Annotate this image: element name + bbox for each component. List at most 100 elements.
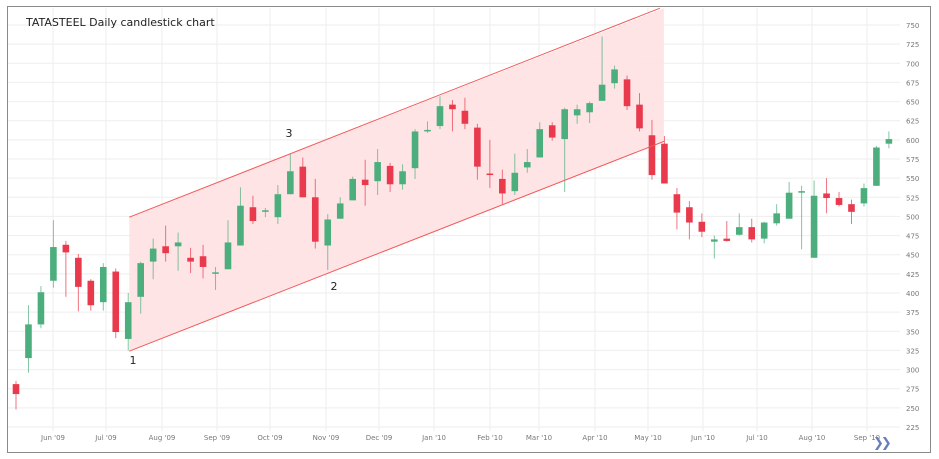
- candle-up: [25, 324, 32, 359]
- candle-up: [262, 210, 269, 212]
- x-tick-label: Jun '10: [690, 434, 715, 442]
- candle-down: [748, 227, 756, 240]
- candle-up: [424, 129, 431, 132]
- candle-down: [461, 110, 469, 124]
- x-tick-label: Jan '10: [421, 434, 446, 442]
- candle-up: [174, 242, 182, 247]
- y-tick-label: 250: [906, 405, 919, 413]
- candle-up: [149, 248, 157, 262]
- candle-down: [661, 143, 668, 184]
- annotation-label: 3: [286, 127, 293, 140]
- x-tick-label: Oct '09: [257, 434, 282, 442]
- y-tick-label: 500: [906, 213, 919, 221]
- x-tick-label: May '10: [634, 434, 662, 442]
- candle-up: [810, 195, 818, 258]
- candle-up: [336, 203, 344, 219]
- y-tick-label: 650: [906, 99, 919, 107]
- candle-up: [561, 109, 568, 140]
- candle-up: [274, 194, 282, 218]
- candle-up: [511, 172, 519, 192]
- y-tick-label: 225: [906, 424, 919, 432]
- candle-down: [299, 166, 307, 198]
- candle-down: [474, 127, 481, 167]
- candle-up: [324, 219, 332, 246]
- candle-down: [723, 238, 731, 241]
- x-tick-label: Sep '10: [854, 434, 880, 442]
- y-tick-label: 700: [906, 60, 919, 68]
- candle-down: [486, 173, 494, 176]
- candle-up: [798, 191, 805, 193]
- candle-down: [87, 280, 95, 306]
- candle-up: [287, 171, 294, 195]
- candle-up: [436, 106, 444, 127]
- candle-down: [673, 194, 681, 213]
- x-tick-label: Apr '10: [582, 434, 607, 442]
- x-tick-label: Feb '10: [477, 434, 502, 442]
- annotation-label: 1: [130, 354, 137, 367]
- candle-up: [573, 109, 581, 116]
- candle-down: [75, 257, 82, 287]
- candle-up: [411, 131, 419, 169]
- candle-down: [112, 271, 120, 333]
- channel-fill: [129, 8, 664, 352]
- candle-up: [785, 192, 793, 219]
- y-tick-label: 300: [906, 367, 919, 375]
- x-tick-label: Jul '10: [745, 434, 768, 442]
- candle-up: [237, 205, 244, 246]
- candle-up: [860, 188, 868, 204]
- x-tick-label: Aug '09: [149, 434, 176, 442]
- candle-down: [162, 246, 169, 254]
- candle-down: [187, 257, 194, 262]
- y-tick-label: 450: [906, 252, 919, 260]
- candle-up: [224, 242, 232, 270]
- y-tick-label: 400: [906, 290, 919, 298]
- candle-down: [311, 197, 319, 242]
- y-tick-label: 600: [906, 137, 919, 145]
- y-tick-label: 725: [906, 41, 919, 49]
- candle-down: [548, 125, 556, 138]
- candle-up: [760, 222, 768, 239]
- candle-up: [399, 171, 406, 185]
- chart-title: TATASTEEL Daily candlestick chart: [26, 16, 215, 29]
- candle-down: [823, 193, 830, 199]
- scroll-right-icon[interactable]: ❯❯: [873, 436, 892, 451]
- candle-down: [62, 244, 70, 253]
- candle-down: [698, 221, 706, 232]
- y-tick-label: 350: [906, 328, 919, 336]
- candle-up: [124, 302, 132, 339]
- x-tick-label: Jul '09: [94, 434, 117, 442]
- candle-down: [499, 178, 506, 194]
- candle-up: [50, 247, 57, 281]
- candle-up: [586, 103, 593, 113]
- candle-down: [199, 256, 207, 267]
- y-tick-label: 275: [906, 386, 919, 394]
- candle-up: [137, 263, 144, 297]
- candle-up: [773, 213, 780, 224]
- x-tick-label: Aug '10: [799, 434, 826, 442]
- candle-up: [523, 162, 531, 168]
- y-tick-label: 525: [906, 194, 919, 202]
- y-tick-label: 325: [906, 347, 919, 355]
- candle-down: [449, 104, 456, 110]
- x-tick-label: Dec '09: [366, 434, 393, 442]
- candle-up: [711, 239, 718, 242]
- candle-up: [885, 139, 893, 144]
- candle-down: [848, 204, 855, 212]
- channel-upper-line: [129, 7, 661, 218]
- y-tick-label: 475: [906, 233, 919, 241]
- candle-up: [598, 84, 606, 101]
- annotation-label: 2: [331, 280, 338, 293]
- candle-down: [361, 179, 369, 186]
- candle-up: [374, 162, 381, 182]
- candle-down: [686, 207, 693, 223]
- candle-up: [536, 129, 544, 158]
- channel-lower-line: [129, 140, 665, 352]
- candle-up: [349, 178, 356, 201]
- candle-up: [735, 227, 743, 235]
- candle-down: [386, 165, 394, 185]
- y-tick-label: 750: [906, 22, 919, 30]
- candle-up: [99, 266, 107, 303]
- candle-up: [37, 292, 45, 325]
- y-tick-label: 675: [906, 79, 919, 87]
